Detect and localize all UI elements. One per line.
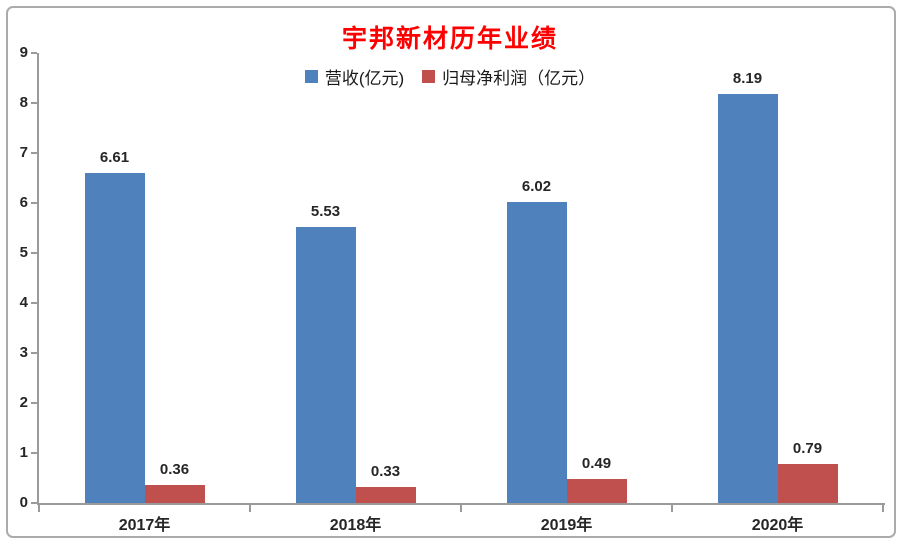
y-tick-label: 5	[19, 244, 28, 261]
y-tick	[31, 402, 37, 404]
y-tick-label: 3	[19, 344, 28, 361]
bar-revenue-2018年	[295, 226, 356, 503]
legend-swatch	[422, 69, 436, 83]
legend-swatch	[304, 69, 318, 83]
legend-item-revenue: 营收(亿元)	[304, 64, 405, 89]
y-axis	[37, 53, 39, 505]
value-label: 6.61	[99, 148, 130, 166]
x-tick	[882, 505, 884, 512]
y-tick	[31, 352, 37, 354]
bar-revenue-2019年	[506, 202, 567, 503]
legend-label: 归母净利润（亿元）	[442, 68, 596, 88]
bar-net-profit-2017年	[144, 485, 205, 503]
x-category-label: 2020年	[751, 517, 804, 534]
value-label: 0.79	[792, 439, 823, 457]
value-label: 0.49	[581, 454, 612, 472]
bar-revenue-2017年	[84, 172, 145, 503]
y-tick	[31, 52, 37, 54]
y-tick	[31, 502, 37, 504]
y-tick	[31, 302, 37, 304]
y-tick-label: 2	[19, 394, 28, 411]
x-category-label: 2018年	[329, 517, 382, 534]
y-tick-label: 0	[19, 494, 28, 511]
legend: 营收(亿元) 归母净利润（亿元）	[0, 64, 900, 88]
y-tick	[31, 252, 37, 254]
legend-label: 营收(亿元)	[324, 68, 405, 88]
y-tick-label: 1	[19, 444, 28, 461]
bar-revenue-2020年	[717, 93, 778, 503]
x-tick	[671, 505, 673, 512]
y-tick	[31, 452, 37, 454]
y-tick	[31, 152, 37, 154]
y-tick-label: 4	[19, 294, 28, 311]
x-tick	[249, 505, 251, 512]
y-tick-label: 8	[19, 94, 28, 111]
x-axis	[37, 503, 885, 505]
value-label: 0.33	[370, 462, 401, 480]
y-tick-label: 7	[19, 144, 28, 161]
bar-net-profit-2018年	[355, 486, 416, 503]
y-tick	[31, 102, 37, 104]
value-label: 6.02	[521, 178, 552, 195]
value-label: 0.36	[159, 461, 190, 478]
legend-item-net-profit: 归母净利润（亿元）	[422, 64, 595, 89]
y-tick-label: 9	[19, 44, 28, 61]
bar-net-profit-2019年	[566, 478, 627, 503]
value-label: 8.19	[732, 69, 763, 87]
x-tick	[38, 505, 40, 512]
y-tick-label: 6	[19, 194, 28, 211]
x-category-label: 2019年	[540, 517, 593, 534]
x-tick	[460, 505, 462, 512]
x-category-label: 2017年	[118, 517, 171, 534]
plot-area: 6.61 0.36 5.53 0.33 6.02 0.49 8.19 0.79	[39, 53, 883, 503]
y-tick	[31, 202, 37, 204]
bar-net-profit-2020年	[777, 463, 838, 503]
value-label: 5.53	[310, 202, 341, 220]
chart-title: 宇邦新材历年业绩	[341, 25, 558, 53]
